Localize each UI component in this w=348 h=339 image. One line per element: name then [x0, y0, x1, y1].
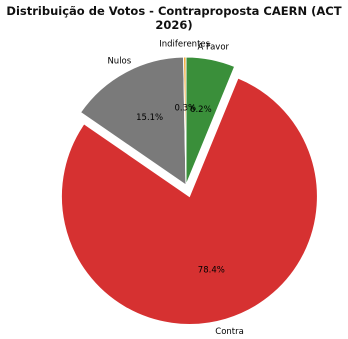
- slice-pct-contra: 78.4%: [198, 266, 225, 276]
- pie-slice-indiferentes: [183, 56, 187, 186]
- slice-label-indiferentes: Indiferentes: [159, 40, 210, 50]
- chart-title: Distribuição de Votos - Contraproposta C…: [6, 4, 342, 32]
- pie-slice-nulos: [79, 56, 187, 186]
- pie-slice-contra: [60, 77, 318, 325]
- slice-pct-indiferentes: 0.3%: [174, 104, 196, 114]
- slice-label-a-favor: A Favor: [197, 42, 229, 52]
- slice-label-contra: Contra: [215, 327, 244, 337]
- slice-pct-a-favor: 6.2%: [190, 105, 212, 115]
- slice-label-nulos: Nulos: [107, 56, 131, 66]
- slice-pct-nulos: 15.1%: [136, 113, 163, 123]
